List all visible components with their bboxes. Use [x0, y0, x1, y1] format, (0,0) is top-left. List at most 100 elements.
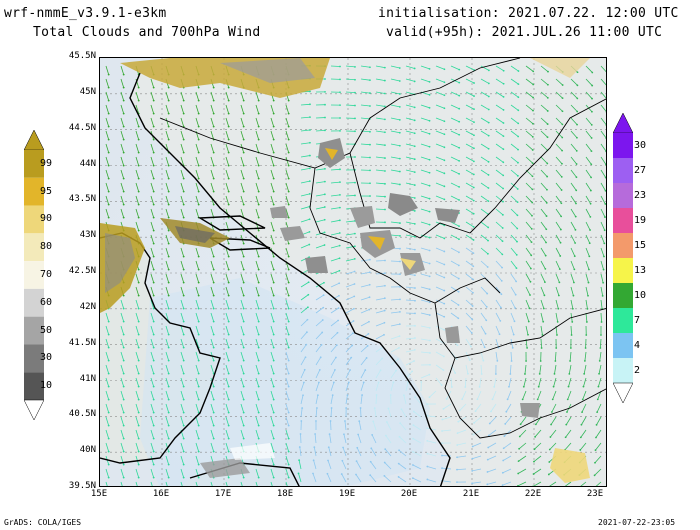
- wind-arrow-head: [300, 420, 303, 422]
- wind-arrow-head: [227, 320, 230, 323]
- wind-arrow-head: [398, 67, 401, 69]
- wind-arrow: [105, 364, 110, 374]
- wind-arrow-head: [122, 346, 125, 349]
- wind-arrow-head: [197, 164, 200, 167]
- wind-arrow: [240, 338, 245, 348]
- wind-arrow: [384, 475, 392, 483]
- wind-arrow-head: [428, 373, 431, 376]
- wind-arrow-head: [354, 65, 356, 68]
- wind-arrow: [435, 169, 445, 174]
- wind-arrow-head: [339, 129, 341, 132]
- wind-arrow-head: [384, 434, 387, 437]
- wind-arrow: [300, 319, 308, 327]
- wind-arrow-head: [152, 86, 155, 89]
- wind-arrow-head: [272, 398, 275, 401]
- colorbar-label: 30: [634, 139, 647, 151]
- wind-arrow: [540, 143, 548, 151]
- wind-arrow-head: [307, 293, 310, 296]
- wind-arrow: [345, 332, 354, 340]
- wind-arrow-head: [182, 320, 185, 323]
- wind-arrow: [180, 182, 185, 192]
- wind-arrow: [555, 286, 560, 296]
- wind-arrow-head: [443, 81, 446, 84]
- wind-arrow-head: [272, 125, 275, 128]
- wind-arrow: [390, 117, 400, 121]
- wind-arrow: [300, 369, 306, 379]
- wind-arrow-head: [588, 255, 591, 258]
- wind-arrow-head: [197, 424, 200, 427]
- wind-arrow: [525, 325, 529, 335]
- wind-arrow: [475, 403, 482, 412]
- wind-arrow: [473, 416, 482, 424]
- latitude-label: 43N: [79, 230, 96, 241]
- wind-arrow: [150, 338, 155, 348]
- wind-arrow-head: [122, 476, 125, 479]
- wind-arrow: [525, 286, 531, 296]
- wind-arrow: [570, 117, 578, 125]
- wind-arrow: [330, 168, 341, 171]
- wind-arrow-head: [197, 359, 200, 362]
- wind-arrow-head: [287, 463, 290, 466]
- colorbar-label: 27: [634, 164, 647, 176]
- wind-arrow-head: [413, 184, 416, 186]
- wind-arrow-head: [257, 307, 260, 310]
- wind-arrow: [240, 286, 245, 296]
- wind-arrow-head: [572, 294, 575, 297]
- wind-arrow-head: [400, 408, 403, 411]
- wind-arrow-head: [298, 446, 301, 448]
- wind-arrow-head: [411, 477, 414, 480]
- wind-arrow: [579, 442, 587, 451]
- wind-arrow-head: [167, 359, 170, 362]
- wind-arrow-head: [428, 119, 431, 122]
- wind-arrow: [270, 260, 275, 270]
- wind-arrow-head: [600, 334, 602, 336]
- wind-arrow: [540, 338, 542, 349]
- wind-arrow-head: [545, 228, 548, 231]
- wind-arrow-head: [549, 436, 552, 438]
- wind-arrow-head: [414, 337, 416, 339]
- wind-arrow: [210, 390, 215, 400]
- wind-arrow: [540, 117, 548, 125]
- wind-arrow: [315, 294, 324, 301]
- wind-arrow: [540, 91, 549, 99]
- wind-arrow: [435, 156, 445, 161]
- wind-arrow: [495, 65, 504, 72]
- wind-arrow: [551, 403, 557, 413]
- wind-arrow: [488, 429, 497, 436]
- wind-arrow: [472, 481, 482, 484]
- wind-arrow: [570, 286, 574, 296]
- wind-arrow-head: [384, 182, 386, 185]
- wind-arrow: [595, 429, 602, 438]
- wind-arrow: [329, 434, 332, 444]
- wind-arrow: [150, 325, 155, 335]
- wind-arrow: [390, 104, 400, 108]
- wind-arrow: [150, 299, 155, 309]
- map-panel[interactable]: [99, 57, 607, 487]
- wind-arrow-head: [257, 164, 260, 167]
- wind-arrow: [487, 455, 497, 461]
- wind-arrow-head: [212, 294, 215, 297]
- wind-arrow: [225, 403, 230, 413]
- wind-arrow-head: [485, 319, 488, 322]
- wind-arrow: [195, 182, 200, 192]
- wind-arrow-head: [182, 112, 185, 115]
- wind-arrow: [427, 427, 437, 431]
- wind-arrow: [105, 156, 110, 166]
- wind-arrow-head: [242, 99, 245, 102]
- wind-arrow-head: [336, 331, 339, 334]
- wind-arrow-head: [321, 331, 324, 334]
- wind-arrow: [450, 299, 459, 306]
- wind-arrow-head: [509, 373, 512, 375]
- wind-arrow: [240, 351, 245, 361]
- wind-arrow-head: [242, 190, 245, 193]
- wind-arrow-head: [227, 307, 230, 310]
- wind-arrow-head: [167, 125, 170, 128]
- wind-arrow: [180, 351, 185, 361]
- wind-arrow-head: [556, 320, 559, 323]
- wind-arrow: [165, 377, 170, 387]
- wind-arrow: [420, 234, 430, 238]
- wind-arrow-head: [197, 86, 200, 89]
- wind-arrow: [585, 247, 590, 257]
- wind-arrow: [315, 206, 325, 210]
- wind-arrow-head: [428, 262, 431, 265]
